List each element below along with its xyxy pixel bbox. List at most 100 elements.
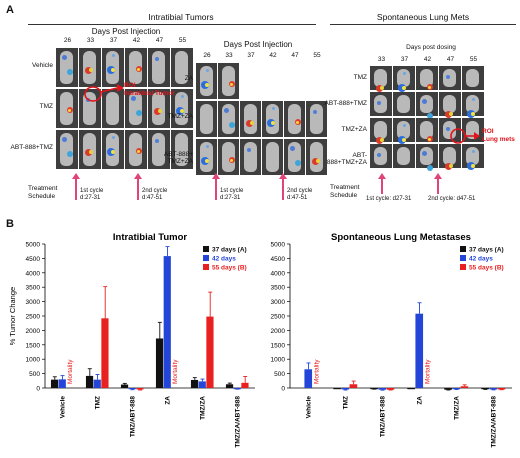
- bioluminescence-signal: [250, 121, 254, 125]
- day-label: 47: [291, 52, 299, 59]
- mouse-silhouette: [374, 121, 387, 139]
- y-tick-label: 2500: [26, 314, 41, 321]
- bioluminescence-signal: [112, 136, 115, 139]
- y-tick-label: 4500: [26, 256, 41, 263]
- mouse-image: [439, 144, 461, 170]
- bioluminescence-signal: [471, 164, 475, 168]
- mouse-image: [56, 48, 78, 87]
- day-label: 26: [63, 37, 72, 44]
- mouse-image: [240, 139, 261, 175]
- cycle1-label-left: 1st cycle d:27-31: [80, 188, 104, 201]
- day-label: 33: [86, 37, 95, 44]
- right-days-title: Days Post Injection: [223, 40, 293, 49]
- bioluminescence-signal: [136, 110, 142, 116]
- x-tick-label: Vehicle: [306, 396, 313, 419]
- bioluminescence-signal: [224, 108, 229, 113]
- bioluminescence-signal: [230, 159, 233, 162]
- bioluminescence-signal: [449, 164, 453, 168]
- bioluminescence-signal: [181, 95, 184, 98]
- mouse-silhouette: [397, 69, 410, 87]
- day-label: 33: [225, 52, 233, 59]
- x-tick-label: TMZ/ZA/ABT-888: [235, 396, 242, 448]
- mouse-image: [416, 92, 438, 119]
- bioluminescence-signal: [67, 151, 73, 157]
- mouse-silhouette: [60, 92, 73, 125]
- lung-metastases-chart: Spontaneous Lung Metastases 0 500 1000 1500 2…: [271, 232, 512, 448]
- treatment-row-label: Vehicle: [32, 62, 53, 69]
- bar: [241, 382, 249, 388]
- bar: [85, 375, 94, 388]
- bioluminescence-signal: [180, 109, 184, 113]
- bioluminescence-signal: [376, 137, 383, 144]
- bar: [136, 388, 144, 390]
- legend-swatch: [203, 264, 209, 270]
- bioluminescence-signal: [290, 146, 295, 151]
- bioluminescence-signal: [67, 69, 73, 75]
- chart-title: Intratibial Tumor: [113, 232, 188, 243]
- bioluminescence-signal: [316, 159, 320, 163]
- mouse-image: [439, 66, 461, 90]
- y-axis-label: % Tumor Change: [8, 287, 17, 345]
- left-days-title: Days Post Injection: [91, 27, 161, 36]
- bar: [225, 384, 234, 388]
- treatment-row-label: ABT-888+TMZ: [10, 144, 53, 151]
- panel-b-letter: B: [6, 218, 14, 230]
- bar: [58, 379, 66, 388]
- day-label: 47: [155, 37, 164, 44]
- y-tick-label: 3500: [26, 285, 41, 292]
- bar: [155, 338, 164, 388]
- mouse-image: [393, 118, 415, 144]
- day-label: 42: [132, 37, 141, 44]
- x-tick-label: TMZ/ABT-888: [130, 396, 137, 438]
- day-label: 37: [247, 52, 255, 59]
- cycle2-arrowhead-right: [279, 173, 287, 179]
- mouse-image: [125, 48, 147, 87]
- mouse-image: [125, 130, 147, 169]
- mouse-silhouette: [466, 147, 479, 165]
- bar: [93, 379, 101, 388]
- mouse-image: [148, 130, 170, 169]
- x-tick-label: TMZ: [95, 396, 102, 409]
- mouse-silhouette: [222, 142, 235, 172]
- day-label: 37: [109, 37, 118, 44]
- day-label: 42: [269, 52, 277, 59]
- bioluminescence-signal: [155, 139, 159, 143]
- roi-lung-label: ROI Lung mets: [482, 128, 515, 143]
- x-tick-label: ZA: [417, 396, 424, 405]
- bioluminescence-signal: [428, 138, 431, 141]
- legend-swatch: [460, 264, 466, 270]
- mouse-silhouette: [420, 95, 433, 113]
- bar: [333, 388, 341, 390]
- bar: [120, 384, 129, 388]
- cycle1-label-right: 1st cycle d:27-31: [220, 188, 244, 201]
- lung-row-labels: TMZ ABT-888+TMZ TMZ+ZA ABT-888+TMZ+ZA: [318, 66, 370, 186]
- bar: [50, 379, 59, 388]
- legend-swatch: [203, 246, 209, 252]
- mouse-silhouette: [129, 51, 142, 84]
- roi-intratibial-label: ROI Intratibial Tumor: [124, 82, 175, 97]
- bioluminescence-signal: [296, 121, 299, 124]
- mouse-image: [393, 92, 415, 116]
- mouse-image: [284, 101, 305, 137]
- bioluminescence-signal: [403, 72, 406, 75]
- bioluminescence-signal: [428, 86, 431, 89]
- bioluminescence-signal: [137, 150, 140, 153]
- cycle1-arrowhead-left: [72, 173, 80, 179]
- y-tick-label: 2000: [26, 328, 41, 335]
- bioluminescence-signal: [205, 159, 209, 163]
- bioluminescence-signal: [154, 108, 161, 115]
- bioluminescence-signal: [155, 57, 159, 61]
- day-label: 55: [178, 37, 187, 44]
- x-tick-label: Vehicle: [60, 396, 67, 419]
- legend-label: 37 days (A): [212, 247, 247, 254]
- x-tick-label: TMZ/ZA: [454, 396, 461, 420]
- y-tick-label: 1500: [26, 342, 41, 349]
- mouse-silhouette: [244, 142, 257, 172]
- mouse-image: [125, 89, 147, 128]
- cycle2-label-right: 2nd cycle d:47-51: [287, 188, 313, 201]
- mouse-silhouette: [466, 69, 479, 87]
- mouse-image: [370, 66, 392, 92]
- mouse-image: [439, 92, 461, 118]
- mouse-image: [79, 48, 101, 87]
- mouse-image: [171, 130, 193, 169]
